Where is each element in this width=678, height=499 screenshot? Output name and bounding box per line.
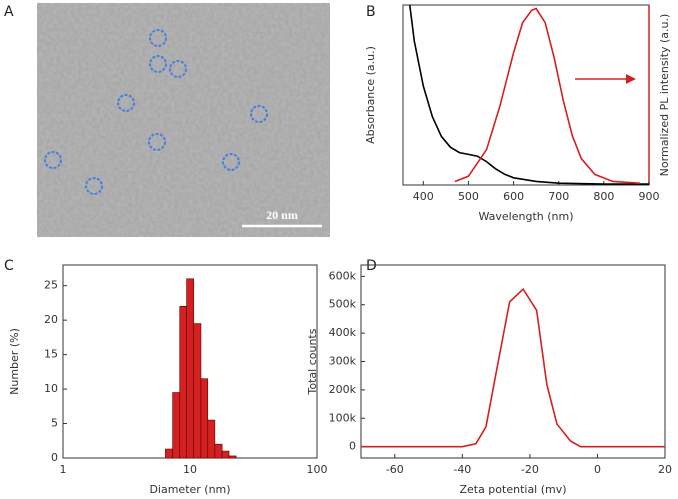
panel-label: A — [4, 4, 14, 20]
panel-label: C — [4, 258, 14, 274]
y-tick-label: 10 — [44, 382, 58, 395]
y-tick-label: 600k — [329, 269, 357, 282]
bar — [214, 443, 223, 459]
y-axis-label: Number (%) — [8, 328, 21, 395]
y-tick-label: 200k — [329, 383, 357, 396]
y-axis-label: Absorbance (a.u.) — [364, 46, 377, 144]
y-tick-label: 15 — [44, 348, 58, 361]
bar — [193, 323, 202, 459]
bar — [172, 392, 181, 459]
y-axis-label: Total counts — [306, 328, 319, 395]
bar — [179, 306, 187, 459]
x-tick-label: -60 — [386, 463, 404, 476]
y-tick-label: 5 — [51, 417, 58, 430]
data-line — [408, 4, 649, 185]
y-tick-label: 25 — [44, 279, 58, 292]
x-tick-label: 600 — [503, 190, 524, 203]
data-line — [454, 7, 641, 185]
bar — [207, 419, 216, 459]
y-tick-label: 400k — [329, 326, 357, 339]
y-tick-label: 20 — [44, 313, 58, 326]
y-tick-label: 0 — [349, 440, 356, 453]
panel-label: B — [366, 4, 376, 20]
x-tick-label: -20 — [521, 463, 539, 476]
arrow-head — [626, 74, 636, 84]
x-tick-label: 500 — [458, 190, 479, 203]
y-tick-label: 500k — [329, 298, 357, 311]
x-axis-label: Zeta potential (mv) — [459, 483, 566, 496]
data-line — [361, 287, 665, 448]
bar — [200, 378, 209, 459]
x-tick-label: 800 — [593, 190, 614, 203]
x-tick-label: 20 — [658, 463, 672, 476]
y-tick-label: 0 — [51, 451, 58, 464]
x-tick-label: 900 — [639, 190, 660, 203]
x-tick-label: 700 — [548, 190, 569, 203]
tem-image: 20 nm — [37, 3, 330, 237]
bar — [228, 455, 237, 459]
plot-frame — [402, 4, 650, 186]
panel-label: D — [366, 258, 377, 274]
x-axis-label: Diameter (nm) — [149, 483, 230, 496]
scale-bar-label: 20 nm — [266, 208, 298, 222]
x-tick-label: 100 — [307, 463, 328, 476]
bar — [221, 450, 230, 459]
x-axis-label: Wavelength (nm) — [478, 210, 573, 223]
x-tick-label: -40 — [453, 463, 471, 476]
y2-axis-label: Normalized PL intensity (a.u.) — [658, 14, 671, 177]
x-tick-label: 1 — [60, 463, 67, 476]
x-tick-label: 0 — [594, 463, 601, 476]
bar — [186, 278, 195, 459]
x-tick-label: 10 — [183, 463, 197, 476]
x-tick-label: 400 — [413, 190, 434, 203]
y-tick-label: 100k — [329, 411, 357, 424]
bar — [165, 448, 173, 459]
plot-frame — [360, 264, 666, 459]
y-tick-label: 300k — [329, 355, 357, 368]
